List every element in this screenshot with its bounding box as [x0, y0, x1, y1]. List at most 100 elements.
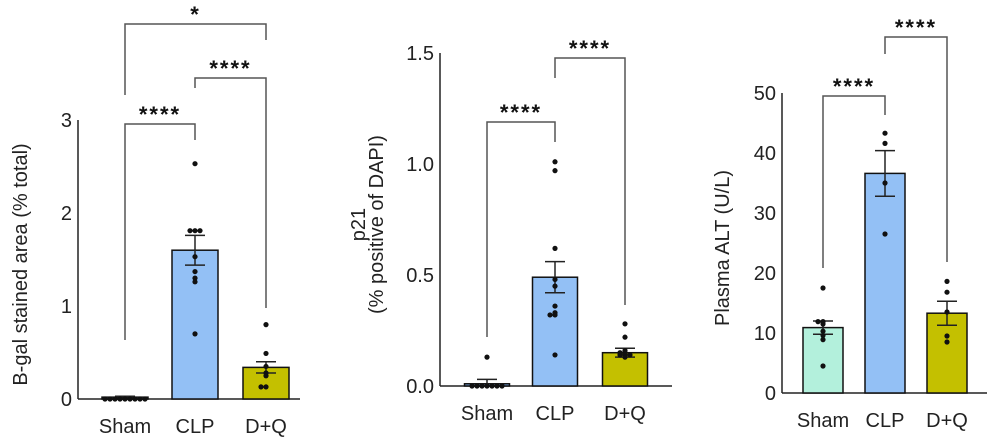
error-bar: [875, 149, 895, 197]
data-point: [122, 396, 128, 402]
significance-label: ****: [139, 102, 181, 127]
data-point: [258, 384, 264, 390]
y-tick-label: 2: [61, 203, 72, 225]
data-point: [552, 276, 558, 283]
x-tick-label: D+Q: [245, 416, 287, 438]
data-point: [622, 321, 628, 327]
data-point: [882, 130, 888, 136]
data-point: [102, 396, 108, 402]
data-point: [627, 352, 633, 358]
y-tick-label: 0.0: [406, 376, 434, 398]
data-point: [944, 333, 950, 339]
data-point: [484, 383, 490, 389]
y-axis-label: B-gal stained area (% total): [10, 143, 32, 385]
data-point: [263, 363, 269, 370]
x-tick-label: CLP: [536, 403, 575, 425]
data-point: [882, 180, 888, 186]
data-point: [192, 268, 198, 275]
data-point: [815, 319, 821, 325]
data-point: [944, 339, 950, 345]
x-tick-label: CLP: [176, 416, 215, 438]
y-tick-label: 10: [754, 323, 776, 345]
data-point: [552, 312, 558, 318]
data-point: [944, 289, 950, 295]
y-tick-label: 20: [754, 263, 776, 285]
data-point: [484, 354, 490, 360]
x-tick-label: Sham: [461, 403, 513, 425]
y-tick-label: 30: [754, 203, 776, 225]
bracket-line: [194, 77, 267, 308]
data-point: [617, 352, 623, 358]
significance-bracket: ****: [486, 100, 556, 337]
data-point: [622, 334, 628, 340]
y-tick-label: 1.0: [406, 154, 434, 176]
y-tick-label: 40: [754, 143, 776, 165]
data-point: [552, 283, 558, 289]
data-point: [263, 322, 269, 328]
significance-bracket: ****: [554, 36, 626, 305]
x-tick-label: D+Q: [926, 410, 968, 432]
data-point: [552, 245, 558, 251]
y-tick-label: 1.5: [406, 43, 434, 65]
data-point: [820, 321, 826, 327]
data-point: [552, 303, 558, 309]
data-point: [820, 328, 826, 334]
data-point: [192, 275, 198, 281]
x-tick-label: Sham: [99, 416, 151, 438]
data-point: [547, 312, 553, 318]
data-point: [489, 383, 495, 389]
data-point: [192, 254, 198, 260]
data-point: [479, 383, 485, 389]
significance-bracket: ****: [884, 15, 948, 262]
bracket-line: [486, 121, 556, 337]
panel-2: 0.0 0.5 1.0 1.5 p21(% positive of DAPI) Sham C…: [348, 36, 672, 425]
data-point: [197, 228, 203, 234]
panel-3: 0 10 20 30 40 50 Plasma ALT (U/L) Sham CLP D+Q ***…: [712, 15, 987, 432]
bracket-line: [124, 123, 196, 340]
x-tick-label: CLP: [866, 410, 905, 432]
data-point: [474, 383, 480, 389]
data-point: [494, 383, 500, 389]
data-point: [622, 354, 628, 360]
data-point: [469, 383, 475, 389]
data-point: [142, 396, 148, 402]
data-point: [192, 279, 198, 285]
data-point: [112, 396, 118, 402]
significance-bracket: *: [124, 2, 267, 95]
y-axis-label: p21: [348, 208, 370, 241]
bar-clp: [531, 276, 579, 387]
bar-dqq: [926, 312, 968, 394]
data-point: [820, 332, 826, 338]
y-axis-label: Plasma ALT (U/L): [712, 170, 734, 326]
data-point: [192, 161, 198, 167]
data-point: [820, 337, 826, 343]
significance-label: ****: [209, 56, 251, 81]
data-point: [192, 331, 198, 337]
data-point: [944, 309, 950, 315]
y-tick-label: 0: [765, 383, 776, 405]
data-point: [263, 373, 269, 379]
data-point: [882, 140, 888, 146]
significance-label: *: [190, 2, 201, 27]
data-point: [552, 168, 558, 174]
data-point: [132, 396, 138, 402]
bar-clp: [171, 249, 219, 400]
data-point: [882, 231, 888, 237]
y-tick-label: 50: [754, 83, 776, 105]
data-point: [499, 383, 505, 389]
significance-label: ****: [500, 100, 542, 125]
data-point: [187, 228, 193, 234]
significance-bracket: ****: [822, 74, 886, 268]
data-point: [192, 228, 198, 234]
significance-label: ****: [895, 15, 937, 40]
data-point: [263, 350, 269, 357]
bracket-line: [124, 23, 267, 95]
data-point: [552, 352, 558, 358]
data-point: [944, 278, 950, 284]
significance-label: ****: [833, 74, 875, 99]
data-point: [107, 396, 113, 402]
significance-bracket: ****: [194, 56, 267, 308]
data-point: [552, 159, 558, 165]
data-point: [137, 396, 143, 402]
